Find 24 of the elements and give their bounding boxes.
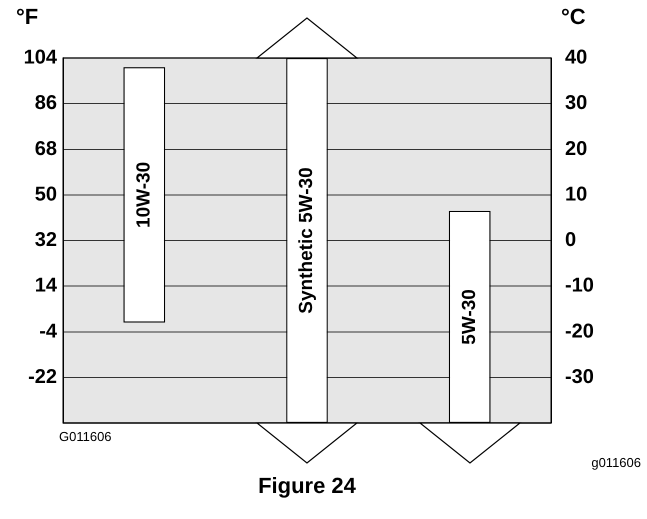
y-tick-label: 104: [24, 46, 58, 69]
y2-tick-label: 10: [565, 183, 588, 206]
text: G011606: [59, 429, 112, 444]
y-tick-label: -4: [39, 320, 58, 342]
y-tick-label: 86: [34, 92, 57, 114]
x-tick-label: Synthetic 5W-30: [296, 167, 318, 314]
y2-axis-title: °C: [561, 4, 586, 30]
y2-tick-label: 30: [565, 92, 588, 114]
y-tick-label: 68: [34, 138, 57, 160]
y-tick-label: 14: [34, 274, 58, 297]
x-tick-label: 5W-30: [458, 289, 480, 345]
y-tick-label: 32: [34, 229, 57, 252]
caption: Figure 24: [258, 473, 356, 499]
y2-tick-label: 20: [565, 138, 588, 160]
text: g011606: [591, 455, 641, 470]
y2-tick-label: -10: [565, 274, 594, 297]
x-tick-label: 10W-30: [134, 162, 155, 228]
y2-tick-label: -30: [565, 366, 594, 388]
y-tick-label: 50: [34, 183, 57, 206]
y2-tick-label: -20: [565, 320, 594, 342]
y2-tick-label: 40: [565, 46, 588, 69]
y-tick-label: -22: [28, 366, 57, 388]
y2-tick-label: 0: [565, 229, 576, 252]
y-axis-title: °F: [16, 4, 38, 30]
